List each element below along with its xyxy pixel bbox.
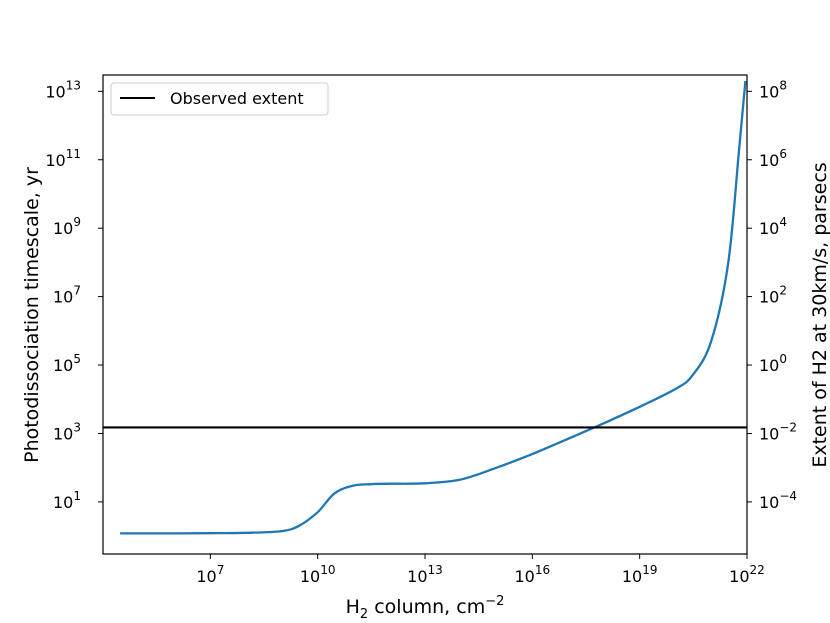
x-tick-label: 1016	[515, 563, 551, 586]
series-line-0	[120, 80, 747, 535]
series-layer	[103, 80, 747, 535]
plot-area	[103, 75, 747, 554]
legend-label-observed-extent: Observed extent	[170, 89, 304, 108]
right-y-tick-label: 108	[759, 78, 787, 101]
y-tick-label: 103	[53, 420, 81, 443]
x-axis-ticks: 107 1010 1013 1016 1019 1022	[196, 554, 765, 586]
right-y-tick-label: 10−4	[759, 489, 797, 512]
y-tick-label: 105	[53, 352, 81, 375]
right-y-tick-label: 100	[759, 352, 787, 375]
y-tick-label: 109	[53, 215, 81, 238]
y-axis-title: Photodissociation timescale, yr	[21, 167, 43, 463]
right-y-tick-label: 106	[759, 147, 787, 170]
y-tick-label: 101	[53, 489, 81, 512]
right-y-tick-label: 102	[759, 284, 787, 307]
y-axis-ticks: 101 103 105 107 109 1011 1013	[45, 78, 103, 512]
x-tick-label: 1019	[622, 563, 658, 586]
x-tick-label: 1013	[407, 563, 443, 586]
x-axis-title: H2 column, cm−2	[346, 594, 505, 622]
legend-box	[110, 82, 329, 116]
plot-background	[103, 75, 747, 554]
x-tick-label: 1022	[729, 563, 765, 586]
right-y-tick-label: 10−2	[759, 420, 797, 443]
right-y-tick-label: 104	[759, 215, 787, 238]
right-y-axis-ticks: 10−4 10−2 100 102 104 106 108	[747, 78, 797, 512]
x-tick-label: 1010	[300, 563, 336, 586]
y-tick-label: 1013	[45, 78, 81, 101]
right-y-axis-title: Extent of H2 at 30km/s, parsecs	[809, 162, 830, 467]
x-tick-label: 107	[196, 563, 224, 586]
legend: Observed extent	[110, 82, 329, 116]
y-tick-label: 107	[53, 284, 81, 307]
y-tick-label: 1011	[45, 147, 81, 170]
